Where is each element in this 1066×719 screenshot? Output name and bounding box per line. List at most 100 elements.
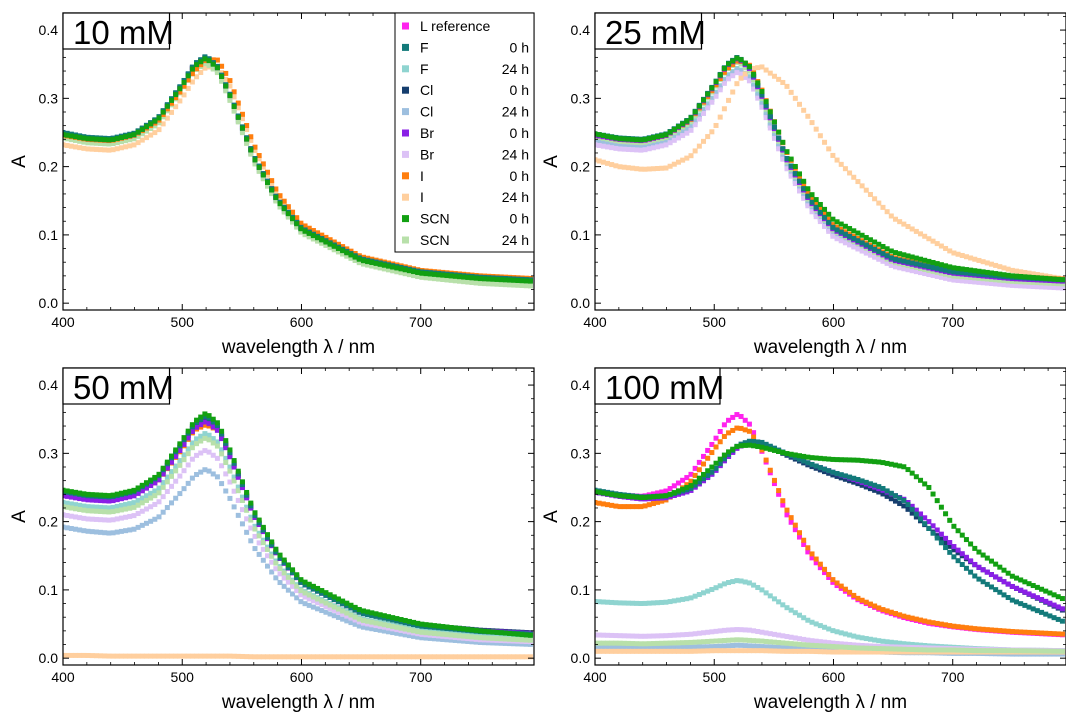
- data-point: [834, 224, 840, 230]
- data-point: [1022, 283, 1028, 289]
- data-point: [277, 571, 283, 577]
- data-point: [984, 269, 990, 275]
- data-point: [630, 645, 636, 651]
- data-point: [444, 654, 450, 660]
- data-point: [406, 654, 412, 660]
- data-point: [273, 546, 279, 552]
- data-point: [738, 425, 744, 431]
- data-point: [872, 603, 878, 609]
- data-point: [713, 585, 719, 591]
- data-point: [127, 137, 133, 143]
- data-point: [763, 644, 769, 650]
- data-point: [659, 165, 665, 171]
- data-point: [68, 513, 74, 519]
- data-point: [206, 653, 212, 659]
- data-point: [595, 131, 598, 137]
- data-point: [901, 503, 907, 509]
- data-point: [826, 574, 832, 580]
- data-point: [452, 632, 458, 638]
- data-point: [880, 649, 886, 655]
- data-point: [231, 488, 237, 494]
- data-point: [519, 632, 525, 638]
- data-point: [507, 641, 513, 647]
- data-point: [139, 137, 145, 143]
- data-point: [277, 201, 283, 207]
- data-point: [595, 632, 598, 638]
- data-point: [600, 648, 606, 654]
- data-point: [630, 600, 636, 606]
- data-point: [630, 165, 636, 171]
- data-point: [1001, 282, 1007, 288]
- data-point: [127, 143, 133, 149]
- data-point: [642, 147, 648, 153]
- data-point: [202, 448, 208, 454]
- data-point: [419, 629, 425, 635]
- data-point: [123, 506, 129, 512]
- data-point: [77, 652, 83, 658]
- data-point: [181, 80, 187, 85]
- data-point: [625, 146, 631, 152]
- data-point: [285, 214, 291, 220]
- data-point: [444, 273, 450, 279]
- data-point: [1034, 275, 1040, 281]
- data-point: [181, 435, 187, 441]
- data-point: [281, 583, 287, 589]
- data-point: [596, 599, 602, 605]
- data-point: [817, 565, 823, 571]
- data-point: [490, 276, 496, 282]
- data-point: [842, 649, 848, 655]
- data-point: [118, 490, 124, 496]
- data-point: [1051, 285, 1057, 291]
- data-point: [277, 195, 283, 201]
- data-point: [85, 497, 91, 503]
- data-point: [239, 521, 245, 527]
- data-point: [194, 74, 200, 80]
- data-point: [123, 502, 129, 508]
- data-point: [751, 648, 757, 654]
- data-point: [327, 611, 333, 617]
- data-point: [675, 159, 681, 165]
- data-point: [813, 638, 819, 644]
- data-point: [335, 609, 341, 615]
- data-point: [252, 523, 258, 529]
- data-point: [423, 271, 429, 277]
- data-point: [721, 422, 727, 428]
- data-point: [642, 641, 648, 647]
- data-point: [650, 501, 656, 507]
- data-point: [227, 447, 233, 453]
- data-point: [482, 276, 488, 282]
- data-point: [89, 492, 95, 498]
- data-point: [771, 124, 777, 130]
- data-point: [206, 449, 212, 455]
- data-point: [717, 583, 723, 589]
- data-point: [194, 66, 200, 72]
- data-point: [219, 451, 225, 457]
- data-point: [415, 629, 421, 635]
- data-point: [605, 133, 611, 139]
- data-point: [68, 494, 74, 500]
- data-point: [938, 266, 944, 272]
- data-point: [784, 507, 790, 513]
- data-point: [394, 624, 400, 630]
- data-point: [419, 635, 425, 641]
- data-point: [951, 547, 957, 553]
- data-point: [114, 140, 120, 146]
- data-point: [102, 141, 108, 147]
- data-point: [705, 134, 711, 140]
- data-point: [298, 588, 304, 594]
- x-tick-label: 500: [171, 314, 195, 330]
- data-point: [281, 560, 287, 566]
- data-point: [411, 619, 417, 625]
- data-point: [302, 228, 308, 234]
- data-point: [663, 648, 669, 654]
- data-point: [431, 276, 437, 282]
- data-point: [273, 654, 279, 660]
- data-point: [498, 636, 504, 642]
- data-point: [181, 92, 187, 98]
- data-point: [688, 639, 694, 645]
- data-point: [792, 163, 798, 169]
- data-point: [294, 221, 300, 227]
- data-point: [511, 654, 517, 660]
- data-point: [813, 621, 819, 627]
- data-point: [838, 221, 844, 227]
